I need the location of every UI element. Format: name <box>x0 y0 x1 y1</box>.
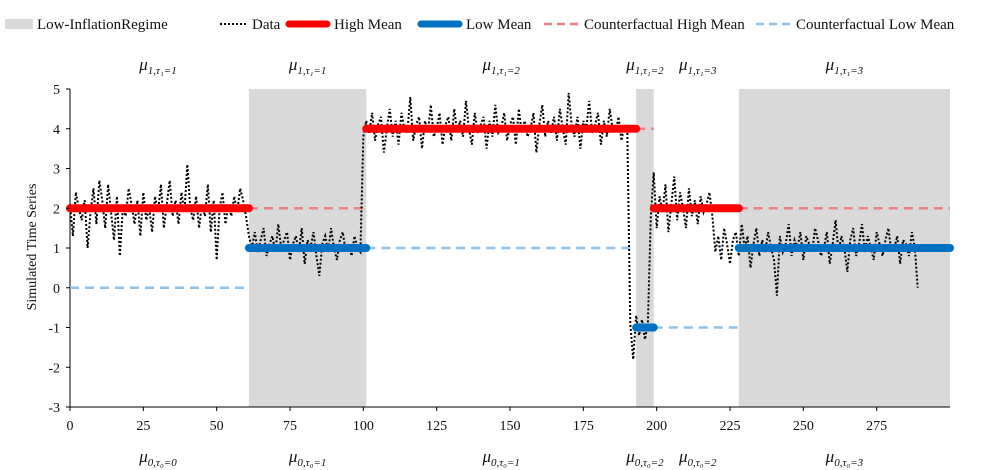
x-tick-label: 0 <box>67 419 74 434</box>
data-series-line <box>69 92 919 360</box>
bottom-regime-annotation: μ0,τ₀=2 <box>678 447 717 469</box>
y-tick-label: -2 <box>48 361 60 376</box>
legend-label-cf_low: Counterfactual Low Mean <box>796 17 955 33</box>
x-tick-label: 225 <box>720 419 741 434</box>
bottom-regime-annotation: μ0,τ₀=1 <box>288 447 326 469</box>
tick-labels: 5 4 3 2 1 0 -1 -2 -3 0 25 50 75 100 125 150 175 200 225 250… <box>48 83 887 434</box>
legend-label-low: Low Mean <box>466 17 532 33</box>
bottom-regime-annotation: μ0,τ₀=3 <box>825 447 864 469</box>
y-tick-label: 1 <box>53 242 60 257</box>
x-tick-label: 275 <box>866 419 887 434</box>
x-tick-label: 50 <box>210 419 224 434</box>
x-tick-label: 125 <box>426 419 447 434</box>
x-tick-label: 75 <box>283 419 297 434</box>
top-regime-annotation: μ1,τ₁=3 <box>825 55 864 77</box>
bottom-regime-annotation: μ0,τ₀=1 <box>481 447 519 469</box>
top-regime-annotation: μ1,τ₁=3 <box>678 55 717 77</box>
x-tick-label: 25 <box>136 419 150 434</box>
legend-label-cf_high: Counterfactual High Mean <box>584 17 745 33</box>
means-layer <box>66 124 954 332</box>
bottom-regime-annotation: μ0,τ₀=2 <box>625 447 664 469</box>
x-tick-label: 175 <box>573 419 594 434</box>
y-tick-label: -1 <box>48 322 60 337</box>
y-tick-label: 3 <box>53 163 60 178</box>
legend-label-regime: Low-InflationRegime <box>37 17 168 33</box>
y-axis-label: Simulated Time Series <box>25 184 40 311</box>
top-regime-annotation: μ1,τ₁=2 <box>625 55 664 77</box>
bottom-regime-annotation: μ0,τ₀=0 <box>138 447 177 469</box>
data-series-layer <box>69 92 919 360</box>
legend-label-data: Data <box>252 17 281 33</box>
x-tick-label: 150 <box>500 419 521 434</box>
legend: Low-InflationRegime Data High Mean Low Mean… <box>5 17 955 33</box>
y-tick-label: 4 <box>53 123 60 138</box>
regime-annotations: μ1,τ₁=1 μ1,τ₁=1 μ1,τ₁=2 μ1,τ₁=2 μ1,τ₁=3 μ1,τ₁… <box>138 55 863 469</box>
regime-band <box>636 89 654 407</box>
legend-swatch-regime <box>5 19 33 29</box>
y-tick-label: 0 <box>53 282 60 297</box>
y-tick-label: 2 <box>53 202 60 217</box>
top-regime-annotation: μ1,τ₁=1 <box>138 55 176 77</box>
legend-label-high: High Mean <box>334 17 402 33</box>
x-tick-label: 250 <box>793 419 814 434</box>
top-regime-annotation: μ1,τ₁=1 <box>288 55 326 77</box>
top-regime-annotation: μ1,τ₁=2 <box>481 55 520 77</box>
y-tick-label: 5 <box>53 83 60 98</box>
y-tick-label: -3 <box>48 401 60 416</box>
x-tick-label: 200 <box>646 419 667 434</box>
x-tick-label: 100 <box>353 419 374 434</box>
